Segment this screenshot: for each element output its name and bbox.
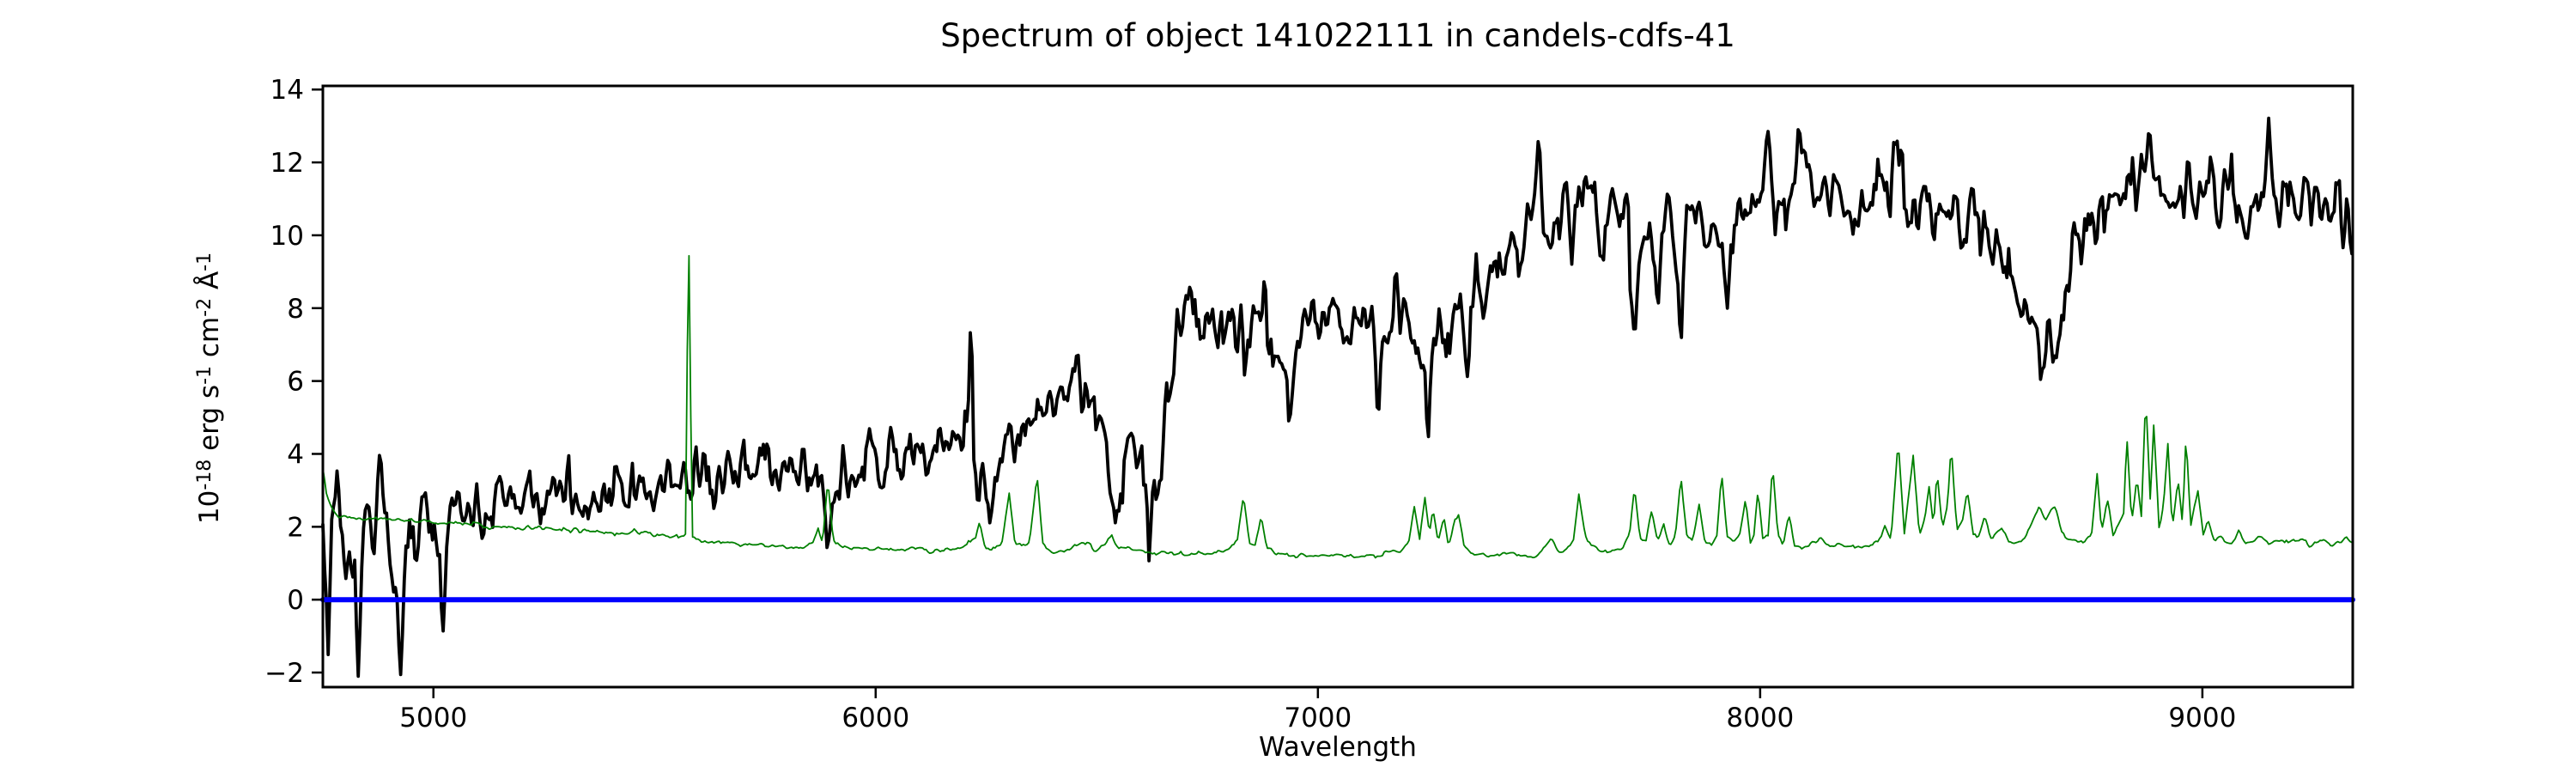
y-axis-label-segment: 10 xyxy=(194,490,226,525)
y-tick-label: 10 xyxy=(270,221,304,252)
x-axis-label: Wavelength xyxy=(1259,732,1417,763)
x-tick-label: 6000 xyxy=(841,703,909,733)
y-axis-label: 10-18 erg s-1 cm-2 Å-1 xyxy=(192,253,225,524)
y-tick-label: 4 xyxy=(287,439,304,470)
axis-ticks: 5000 6000 7000 8000 9000 −2 0 2 4 6 8 10 12 14 xyxy=(264,75,2236,733)
y-tick-label: 12 xyxy=(270,148,304,179)
y-axis-label-segment: -1 xyxy=(193,252,216,271)
x-tick-label: 8000 xyxy=(1726,703,1794,733)
y-tick-label: 2 xyxy=(287,512,304,543)
x-tick-label: 5000 xyxy=(399,703,467,733)
axes-frame xyxy=(321,84,2354,689)
y-tick-label: 0 xyxy=(287,585,304,616)
y-axis-label-segment: cm xyxy=(194,316,226,366)
y-tick-label: 6 xyxy=(287,367,304,398)
y-axis-label-segment: -2 xyxy=(193,297,216,317)
noise-sky-spectrum xyxy=(322,254,2353,559)
chart-title: Spectrum of object 141022111 in candels-… xyxy=(940,17,1735,54)
x-tick-label: 9000 xyxy=(2168,703,2236,733)
y-axis-label-segment: -1 xyxy=(193,365,216,385)
y-axis-label-segment: erg s xyxy=(194,384,226,460)
y-tick-label: 14 xyxy=(270,75,304,106)
x-tick-label: 7000 xyxy=(1284,703,1352,733)
y-tick-label: 8 xyxy=(287,294,304,325)
y-axis-label-segment: Å xyxy=(194,271,226,298)
object-flux-spectrum xyxy=(321,116,2354,679)
y-axis-label-segment: -18 xyxy=(193,459,216,490)
y-tick-label: −2 xyxy=(264,658,304,689)
